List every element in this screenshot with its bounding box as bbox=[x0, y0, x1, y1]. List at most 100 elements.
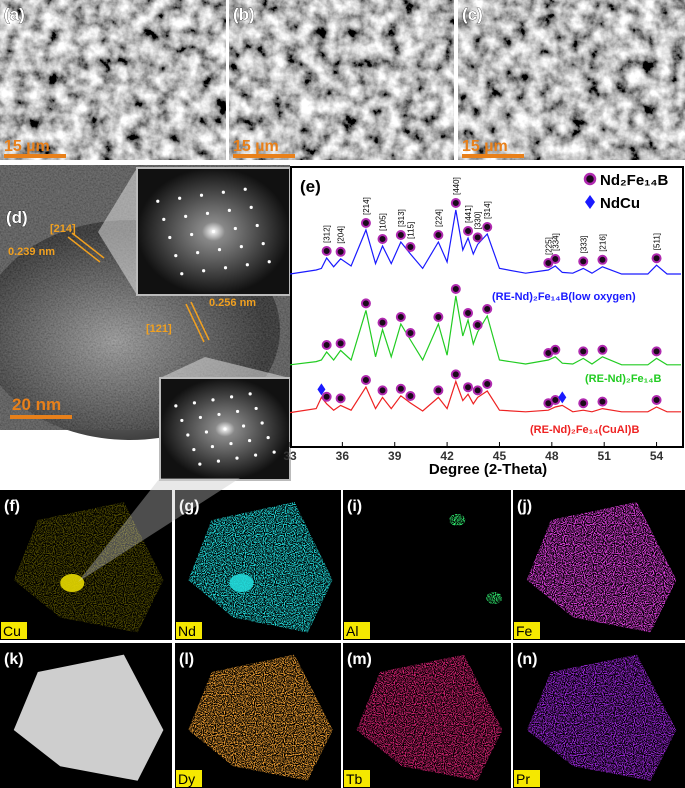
phase-marker bbox=[450, 369, 461, 380]
element-cluster bbox=[229, 574, 254, 592]
phase-marker bbox=[335, 246, 346, 257]
zoom-cone bbox=[160, 357, 290, 378]
phase-marker bbox=[405, 328, 416, 338]
panel-label: (i) bbox=[347, 498, 362, 515]
element-label: Fe bbox=[516, 623, 533, 639]
x-tick-label: 33 bbox=[283, 449, 297, 463]
spacing-label: 0.239 nm bbox=[8, 246, 55, 258]
phase-marker bbox=[405, 242, 416, 252]
xrd-pattern bbox=[289, 295, 681, 366]
fft-spot bbox=[254, 406, 258, 411]
x-tick-label: 54 bbox=[650, 449, 664, 463]
series-label: (RE-Nd)₂Fe₁₄(CuAl)B bbox=[530, 424, 639, 436]
sem-image bbox=[229, 0, 454, 160]
xrd-pattern bbox=[289, 209, 681, 275]
fft-spot bbox=[223, 427, 227, 431]
fft-spot bbox=[162, 217, 166, 221]
element-signal bbox=[526, 502, 677, 633]
fft-spot bbox=[229, 395, 234, 399]
x-tick-label: 48 bbox=[545, 449, 559, 463]
phase-marker bbox=[321, 391, 332, 402]
fft-spot bbox=[267, 260, 271, 264]
fft-spot bbox=[211, 229, 216, 234]
series-label: (RE-Nd)₂Fe₁₄B(low oxygen) bbox=[492, 291, 636, 303]
element-tag bbox=[176, 770, 202, 787]
fft-spot bbox=[174, 254, 178, 258]
fft-spot bbox=[192, 401, 197, 405]
legend-marker bbox=[585, 195, 595, 209]
xrd-pattern bbox=[289, 379, 681, 414]
fft-spot bbox=[260, 421, 264, 425]
phase-marker bbox=[472, 385, 483, 396]
element-tag bbox=[514, 622, 540, 639]
peak-label: [105] bbox=[379, 213, 388, 231]
fft-spot bbox=[211, 398, 215, 402]
fft-spot bbox=[204, 430, 209, 434]
phase-marker bbox=[578, 346, 589, 357]
fft-spot bbox=[174, 404, 178, 408]
peak-label: [313] bbox=[397, 209, 406, 227]
panel-label: (g) bbox=[179, 498, 199, 515]
ndcu-marker bbox=[558, 391, 567, 404]
peak-label: [440] bbox=[452, 177, 461, 195]
panel-label: (l) bbox=[179, 651, 194, 668]
peak-label: [334] bbox=[551, 233, 560, 251]
panel-label: (d) bbox=[6, 208, 28, 227]
phase-marker bbox=[395, 312, 406, 322]
phase-marker bbox=[377, 385, 388, 396]
x-tick-label: 51 bbox=[598, 449, 612, 463]
phase-marker bbox=[405, 391, 416, 401]
peak-label: [224] bbox=[434, 209, 443, 227]
phase-marker bbox=[433, 230, 444, 240]
fft-spot bbox=[245, 263, 249, 267]
lattice-line bbox=[190, 301, 210, 341]
element-tag bbox=[176, 622, 202, 639]
phase-marker bbox=[377, 317, 388, 328]
peak-label: [333] bbox=[579, 236, 588, 254]
fft-spot bbox=[216, 459, 221, 463]
fft-spot bbox=[223, 266, 228, 270]
phase-marker bbox=[597, 396, 608, 407]
scale-label: 15 µm bbox=[4, 138, 50, 155]
fft-spot bbox=[198, 415, 203, 420]
sem-image bbox=[0, 0, 226, 160]
peak-label: [314] bbox=[483, 201, 492, 219]
element-label: Dy bbox=[178, 771, 195, 787]
phase-marker bbox=[550, 254, 561, 264]
fft-spot bbox=[198, 462, 202, 466]
phase-marker bbox=[450, 284, 461, 294]
fft-spot bbox=[266, 435, 270, 440]
fft-spot bbox=[190, 232, 194, 237]
fft-spot bbox=[186, 433, 190, 437]
fft-spot bbox=[199, 193, 204, 197]
x-tick-label: 39 bbox=[388, 449, 402, 463]
element-label: Nd bbox=[178, 623, 196, 639]
phase-marker bbox=[651, 346, 662, 357]
ndcu-marker bbox=[317, 383, 326, 396]
peak-label: [511] bbox=[653, 233, 662, 250]
fft-spot bbox=[196, 251, 200, 255]
element-signal bbox=[188, 502, 333, 633]
zoom-cone bbox=[98, 168, 137, 295]
element-tag bbox=[1, 622, 27, 639]
fft-spot bbox=[247, 438, 252, 443]
fft-spot bbox=[272, 450, 276, 454]
fft-spot bbox=[255, 223, 259, 228]
panel-label: (f) bbox=[4, 498, 20, 515]
element-tag bbox=[344, 770, 370, 787]
phase-marker bbox=[321, 340, 332, 350]
element-tag bbox=[514, 770, 540, 787]
fft-spot bbox=[192, 447, 196, 452]
fft-spot bbox=[205, 211, 210, 215]
legend-label: NdCu bbox=[600, 195, 640, 212]
element-signal bbox=[526, 654, 677, 781]
fft-spot bbox=[227, 208, 231, 212]
scale-label: 15 µm bbox=[233, 138, 279, 155]
element-label: Tb bbox=[346, 771, 363, 787]
fft-spot bbox=[184, 214, 188, 218]
fft-spot bbox=[261, 242, 265, 246]
phase-marker bbox=[433, 312, 444, 322]
element-label: Cu bbox=[3, 623, 21, 639]
peak-label: [225] bbox=[544, 237, 553, 255]
peak-label: [330] bbox=[474, 212, 483, 230]
